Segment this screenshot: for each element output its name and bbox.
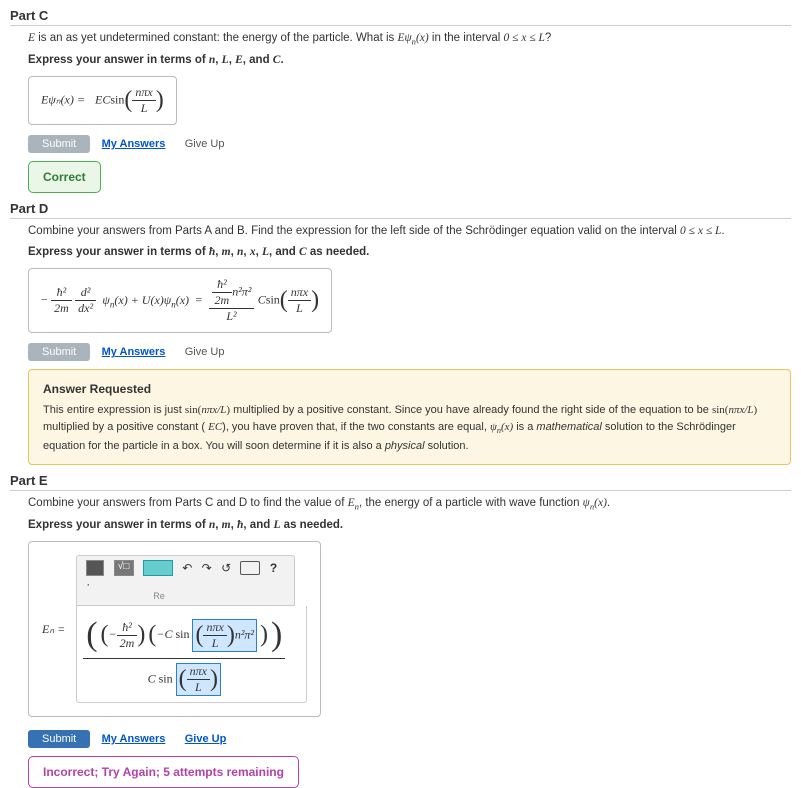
part-c-prompt: E is an as yet undetermined constant: th… [28, 30, 791, 48]
part-e-lhs: Eₙ = [42, 622, 65, 636]
part-e-give-up-link[interactable]: Give Up [185, 733, 227, 745]
part-e-header: Part E [10, 473, 791, 491]
part-c-feedback-correct: Correct [28, 161, 101, 193]
equation-input[interactable]: ( (−ħ²2m) (−C sin (nπxL)n²π² ) ) C sin [76, 606, 307, 703]
part-d-answer-box: − ħ²2m d²dx² ψn(x) + U(x)ψn(x) = ħ²2mn²π… [28, 268, 332, 333]
part-c-rhs-prefix: EC [95, 93, 110, 107]
part-c-my-answers-link[interactable]: My Answers [102, 138, 166, 150]
part-e-feedback-incorrect: Incorrect; Try Again; 5 attempts remaini… [28, 756, 299, 788]
toolbar-keyboard-icon[interactable] [240, 561, 260, 575]
part-e-my-answers-link[interactable]: My Answers [102, 733, 166, 745]
part-d-prompt: Combine your answers from Parts A and B.… [28, 223, 791, 240]
toolbar-redo-icon[interactable]: ↷ [202, 561, 212, 575]
part-d-header: Part D [10, 201, 791, 219]
part-d-submit-button[interactable]: Submit [28, 343, 90, 361]
part-d-instruct: Express your answer in terms of ħ, m, n,… [28, 246, 791, 258]
part-c-lhs: Eψₙ(x) = [41, 93, 85, 107]
part-c-instruct: Express your answer in terms of n, L, E,… [28, 54, 791, 66]
part-d-answer-requested-box: Answer Requested This entire expression … [28, 369, 791, 465]
part-d-explain-title: Answer Requested [43, 380, 776, 398]
part-c-give-up-link[interactable]: Give Up [185, 138, 225, 150]
part-d-give-up-link[interactable]: Give Up [185, 346, 225, 358]
part-e-submit-button[interactable]: Submit [28, 730, 90, 748]
part-e-answer-panel: Eₙ = √□ ↶ ↷ ↺ ? · Re [28, 541, 321, 717]
toolbar-dot-icon[interactable]: · [86, 577, 90, 591]
toolbar-greek-icon[interactable] [143, 560, 173, 576]
toolbar-undo-icon[interactable]: ↶ [182, 561, 192, 575]
toolbar-sqrt-icon[interactable]: √□ [114, 560, 134, 576]
equation-toolbar: √□ ↶ ↷ ↺ ? · Re [76, 555, 295, 606]
part-c-submit-button[interactable]: Submit [28, 135, 90, 153]
part-c-header: Part C [10, 8, 791, 26]
part-c-answer-box: Eψₙ(x) = ECsin(nπxL) [28, 76, 177, 125]
part-e-prompt: Combine your answers from Parts C and D … [28, 495, 791, 513]
part-e-instruct: Express your answer in terms of n, m, ħ,… [28, 519, 791, 531]
toolbar-help-icon[interactable]: ? [270, 561, 277, 575]
toolbar-template-icon[interactable] [86, 560, 104, 576]
part-d-my-answers-link[interactable]: My Answers [102, 346, 166, 358]
part-d-explain-body: This entire expression is just sin(nπx/L… [43, 404, 757, 451]
toolbar-reset-icon[interactable]: ↺ [221, 561, 231, 575]
